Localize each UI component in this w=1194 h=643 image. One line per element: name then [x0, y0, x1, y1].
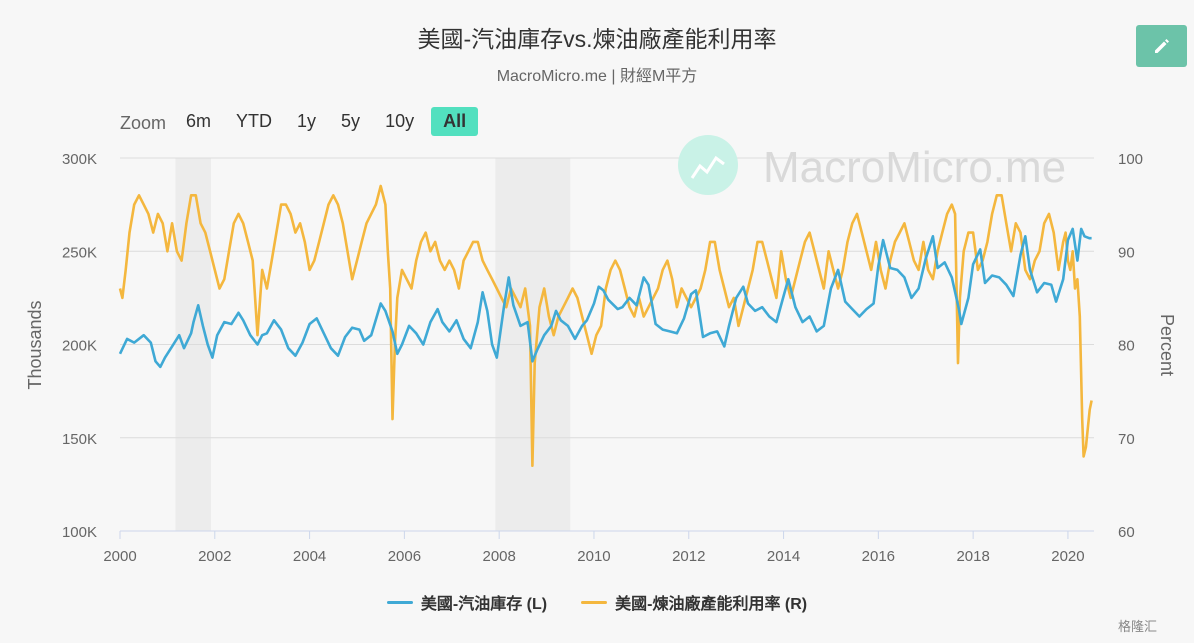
pencil-icon: [1154, 39, 1169, 53]
y-left-tick-label: 200K: [62, 338, 97, 355]
edit-button[interactable]: [1136, 25, 1187, 67]
x-tick-label: 2020: [1051, 548, 1084, 565]
x-tick-label: 2010: [577, 548, 610, 565]
y-right-tick-label: 100: [1118, 151, 1143, 168]
y-right-tick-label: 90: [1118, 244, 1135, 261]
zoom-label: Zoom: [120, 112, 167, 133]
zoom-all-button[interactable]: All: [431, 106, 479, 136]
zoom-10y-button[interactable]: 10y: [385, 110, 415, 131]
legend-item-utilization[interactable]: 美國-煉油廠產能利用率 (R): [581, 590, 807, 614]
y-axis-right-label: Percent: [1157, 314, 1177, 376]
legend-item-inventory[interactable]: 美國-汽油庫存 (L): [386, 590, 548, 614]
x-tick-label: 2004: [293, 548, 326, 565]
chart-title: 美國-汽油庫存vs.煉油廠產能利用率: [417, 26, 777, 52]
x-tick-label: 2008: [482, 548, 515, 565]
y-right-tick-label: 60: [1118, 524, 1135, 541]
chart-subtitle: MacroMicro.me | 財經M平方: [496, 68, 698, 85]
x-tick-label: 2006: [388, 548, 421, 565]
zoom-5y-button[interactable]: 5y: [341, 110, 361, 131]
series-line-inventory[interactable]: [118, 227, 1092, 369]
legend-label-inventory: 美國-汽油庫存 (L): [420, 596, 548, 613]
series-line-utilization[interactable]: [118, 184, 1093, 468]
y-left-tick-label: 100K: [62, 524, 97, 541]
x-tick-label: 2018: [956, 548, 989, 565]
y-axis-left-label: Thousands: [25, 300, 45, 389]
zoom-bar: Zoom 6m YTD 1y 5y 10y All: [120, 106, 487, 136]
x-tick-label: 2012: [672, 548, 705, 565]
y-left-tick-label: 250K: [62, 244, 97, 261]
watermark-text: MacroMicro.me: [763, 143, 1066, 192]
zoom-ytd-button[interactable]: YTD: [236, 110, 273, 131]
corner-watermark: 格隆汇: [1118, 619, 1158, 634]
y-left-tick-label: 300K: [62, 151, 97, 168]
zoom-1y-button[interactable]: 1y: [297, 110, 317, 131]
y-right-tick-label: 70: [1118, 431, 1135, 448]
legend-label-utilization: 美國-煉油廠產能利用率 (R): [615, 596, 808, 613]
y-right-tick-label: 80: [1118, 338, 1135, 355]
chart-logo-icon: [678, 135, 738, 195]
y-left-tick-label: 150K: [62, 431, 97, 448]
x-tick-label: 2014: [767, 548, 800, 565]
legend-swatch-inventory: [386, 600, 413, 604]
zoom-6m-button[interactable]: 6m: [186, 110, 212, 131]
legend-swatch-utilization: [581, 600, 608, 604]
x-tick-label: 2000: [103, 548, 136, 565]
legend: 美國-汽油庫存 (L) 美國-煉油廠產能利用率 (R): [0, 590, 1194, 614]
x-tick-label: 2002: [198, 548, 231, 565]
x-tick-label: 2016: [862, 548, 895, 565]
watermark: MacroMicro.me: [678, 135, 1066, 195]
